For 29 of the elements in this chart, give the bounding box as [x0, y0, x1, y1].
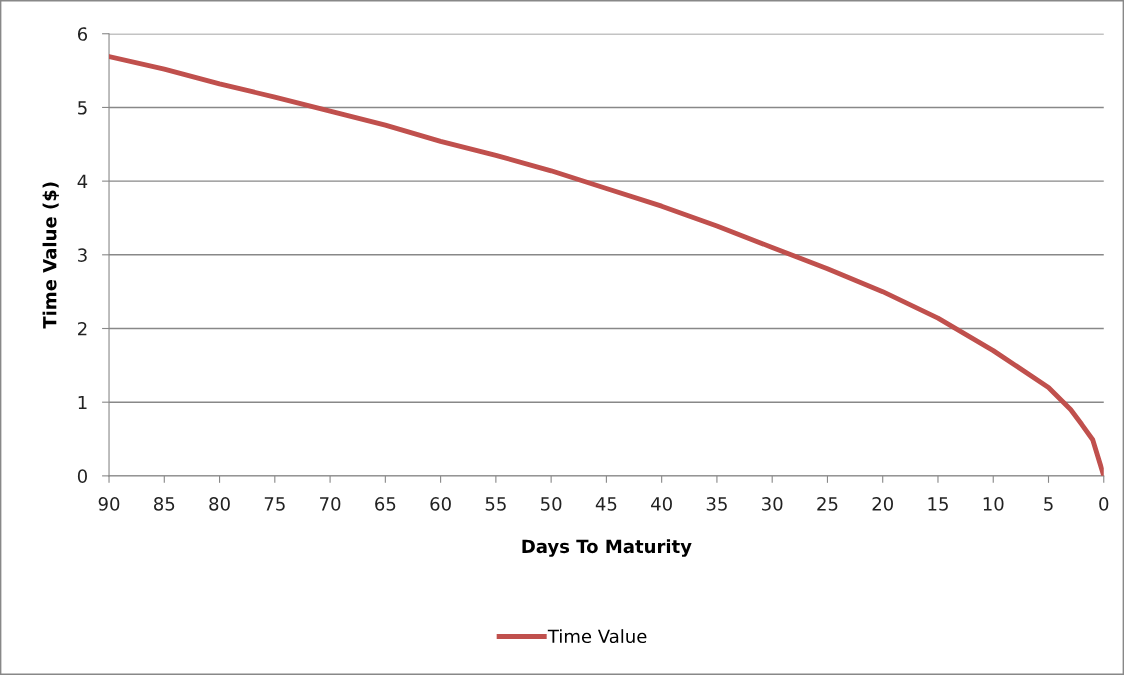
legend-label: Time Value	[547, 629, 647, 644]
y-tick-label: 5	[78, 101, 87, 115]
x-tick-label: 15	[928, 497, 948, 511]
x-tick-label: 90	[98, 497, 120, 511]
x-tick-label: 55	[485, 497, 506, 511]
x-tick-label: 65	[375, 497, 396, 511]
y-tick-label: 4	[77, 174, 88, 188]
x-tick-label: 60	[430, 497, 451, 511]
x-tick-label: 20	[872, 497, 893, 511]
x-tick-label: 0	[1099, 497, 1109, 511]
y-tick-label: 1	[78, 395, 87, 410]
y-tick-label: 2	[78, 321, 87, 336]
x-tick-label: 50	[541, 497, 562, 511]
x-tick-label: 75	[264, 497, 285, 511]
x-tick-label: 10	[983, 497, 1004, 511]
x-tick-label: 40	[651, 497, 672, 511]
x-tick-label: 85	[154, 497, 175, 511]
x-tick-label: 80	[209, 497, 230, 511]
x-tick-label: 35	[706, 497, 727, 511]
y-axis-title: Time Value ($)	[42, 182, 59, 329]
x-tick-label: 30	[762, 497, 783, 511]
x-tick-label: 5	[1044, 497, 1053, 511]
x-tick-label: 45	[595, 497, 617, 511]
y-tick-label: 6	[77, 27, 88, 41]
x-tick-label: 25	[817, 497, 838, 511]
x-axis-title: Days To Maturity	[522, 539, 692, 557]
x-tick-label: 70	[320, 497, 341, 511]
y-tick-label: 3	[78, 248, 87, 262]
y-tick-label: 0	[77, 469, 87, 483]
